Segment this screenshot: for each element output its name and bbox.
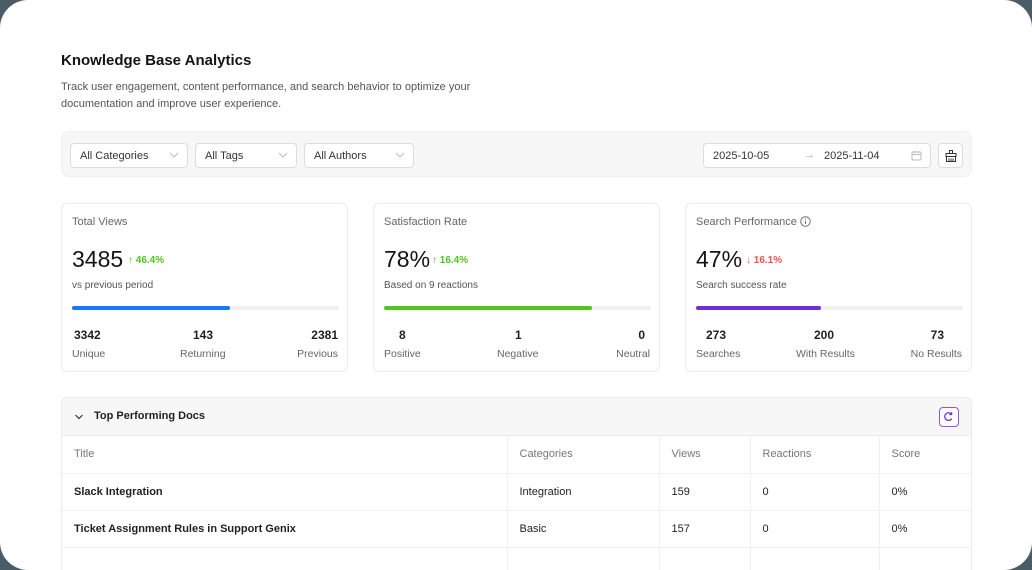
doc-views: 157 — [659, 510, 751, 548]
stat-label: With Results — [796, 348, 855, 360]
column-header-views[interactable]: Views — [659, 436, 751, 474]
stat-value: 200 — [814, 328, 835, 342]
arrow-up-icon: ↑ — [128, 255, 136, 266]
clear-filter-icon — [945, 150, 957, 162]
table-row[interactable] — [62, 547, 971, 570]
card-label: Search Performance — [696, 216, 811, 228]
chevron-down-icon — [278, 152, 288, 158]
table-row[interactable]: Ticket Assignment Rules in Support Genix… — [62, 510, 971, 548]
page-subtitle: Track user engagement, content performan… — [61, 81, 471, 110]
stat-label: Positive — [384, 348, 421, 360]
arrow-right-icon: → — [804, 149, 815, 161]
page-title: Knowledge Base Analytics — [61, 52, 252, 69]
card-value: 47% — [696, 246, 743, 272]
progress-fill — [384, 306, 593, 310]
stat-value: 3342 — [74, 328, 101, 342]
card-delta: ↑ 46.4% — [128, 255, 165, 266]
stat-value: 2381 — [311, 328, 338, 342]
stat-label: Unique — [72, 348, 106, 360]
stat-label: No Results — [910, 348, 962, 360]
tags-select[interactable]: All Tags — [195, 143, 297, 168]
column-header-title[interactable]: Title — [62, 436, 508, 474]
doc-title[interactable]: Slack Integration — [62, 473, 508, 511]
top-performing-docs-panel: Top Performing Docs Title Categories Vie… — [61, 397, 972, 570]
card-delta: ↑ 16.4% — [432, 255, 469, 266]
refresh-button[interactable] — [939, 407, 959, 427]
authors-select-value: All Authors — [314, 150, 367, 162]
collapse-chevron-icon[interactable] — [74, 412, 84, 422]
card-label: Total Views — [72, 216, 128, 228]
doc-reactions: 0 — [750, 510, 880, 548]
info-icon[interactable] — [800, 216, 811, 227]
progress-bar — [696, 306, 963, 310]
doc-category: Integration — [507, 473, 660, 511]
chevron-down-icon — [169, 152, 179, 158]
stat-value: 1 — [515, 328, 522, 342]
stat-label: Previous — [297, 348, 338, 360]
panel-header[interactable]: Top Performing Docs — [62, 398, 971, 436]
doc-category: Basic — [507, 510, 660, 548]
doc-score: 0% — [879, 473, 971, 511]
column-header-categories[interactable]: Categories — [507, 436, 660, 474]
date-range-picker[interactable]: 2025-10-05 → 2025-11-04 — [703, 143, 931, 168]
category-select-value: All Categories — [80, 150, 149, 162]
stat-label: Negative — [497, 348, 539, 360]
card-note: Based on 9 reactions — [384, 280, 478, 291]
doc-score — [879, 547, 971, 570]
calendar-icon — [911, 151, 922, 161]
card-note: vs previous period — [72, 280, 154, 291]
top-docs-table: Title Categories Views Reactions Score S… — [62, 436, 971, 570]
date-start-input[interactable]: 2025-10-05 — [713, 150, 770, 162]
progress-bar — [384, 306, 651, 310]
arrow-up-icon: ↑ — [432, 255, 440, 266]
doc-reactions: 0 — [750, 473, 880, 511]
doc-views — [659, 547, 751, 570]
doc-title[interactable]: Ticket Assignment Rules in Support Genix — [62, 510, 508, 548]
doc-reactions — [750, 547, 880, 570]
search-performance-card: Search Performance 47% ↓ 16.1% Search su… — [685, 203, 972, 372]
progress-bar — [72, 306, 339, 310]
doc-score: 0% — [879, 510, 971, 548]
card-note: Search success rate — [696, 280, 787, 291]
date-end-input[interactable]: 2025-11-04 — [824, 150, 880, 162]
satisfaction-rate-card: Satisfaction Rate 78% ↑ 16.4% Based on 9… — [373, 203, 660, 372]
card-delta: ↓ 16.1% — [746, 255, 783, 266]
progress-fill — [72, 306, 230, 310]
tags-select-value: All Tags — [205, 150, 244, 162]
chevron-down-icon — [395, 152, 405, 158]
stat-value: 8 — [399, 328, 406, 342]
stat-label: Neutral — [616, 348, 650, 360]
total-views-card: Total Views 3485 ↑ 46.4% vs previous per… — [61, 203, 348, 372]
stat-value: 73 — [930, 328, 944, 342]
stat-label: Searches — [696, 348, 741, 360]
arrow-down-icon: ↓ — [746, 255, 754, 266]
table-row[interactable]: Slack Integration Integration 159 0 0% — [62, 473, 971, 511]
card-value: 3485 — [72, 246, 124, 272]
stat-value: 143 — [193, 328, 214, 342]
panel-title: Top Performing Docs — [94, 410, 206, 422]
doc-views: 159 — [659, 473, 751, 511]
card-value: 78% — [384, 246, 431, 272]
card-label: Satisfaction Rate — [384, 216, 468, 228]
stat-label: Returning — [180, 348, 226, 360]
column-header-score[interactable]: Score — [879, 436, 971, 474]
stat-value: 0 — [638, 328, 645, 342]
clear-filters-button[interactable] — [938, 143, 963, 168]
stat-value: 273 — [706, 328, 727, 342]
doc-category — [507, 547, 660, 570]
refresh-icon — [944, 412, 953, 421]
category-select[interactable]: All Categories — [70, 143, 188, 168]
column-header-reactions[interactable]: Reactions — [750, 436, 880, 474]
table-header-row: Title Categories Views Reactions Score — [62, 436, 971, 474]
filter-bar: All Categories All Tags All Authors 2025… — [61, 131, 972, 177]
authors-select[interactable]: All Authors — [304, 143, 414, 168]
progress-fill — [696, 306, 822, 310]
doc-title[interactable] — [62, 547, 508, 570]
